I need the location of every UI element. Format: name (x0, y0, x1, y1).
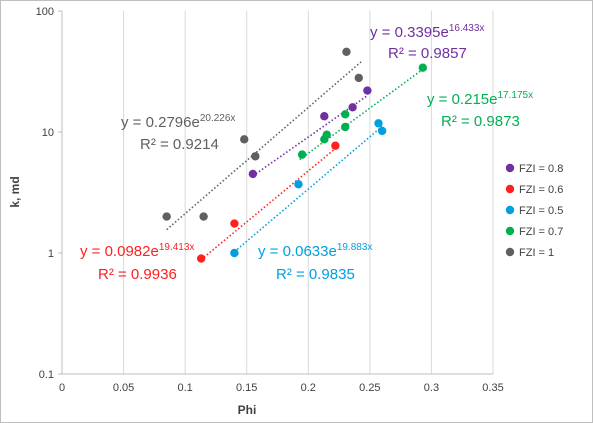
x-tick-label: 0.3 (424, 382, 439, 394)
x-tick-label: 0.1 (177, 382, 192, 394)
data-point (251, 152, 260, 161)
data-point (322, 130, 331, 139)
trend-equation: y = 0.0982e19.413x (80, 242, 194, 260)
trend-r-squared: R² = 0.9936 (98, 266, 177, 283)
x-axis-title: Phi (238, 403, 257, 417)
x-tick-label: 0.05 (113, 382, 134, 394)
legend-marker (505, 205, 515, 215)
x-tick-label: 0 (59, 382, 65, 394)
data-point (320, 112, 329, 121)
trend-equation: y = 0.3395e16.433x (370, 23, 484, 41)
y-tick-label: 10 (42, 127, 54, 139)
legend-label: FZI = 0.7 (519, 226, 563, 238)
y-tick-label: 1 (48, 248, 54, 260)
data-point (230, 248, 239, 258)
grid-layer (123, 11, 494, 374)
axis-layer: 0 0.05 0.1 0.15 0.2 0.25 0.3 0.35 0.1 1 10 100 (36, 6, 504, 394)
data-point (248, 169, 258, 179)
legend-marker (505, 226, 515, 236)
data-point (230, 219, 239, 228)
y-tick-label: 100 (36, 6, 54, 18)
data-point (374, 119, 383, 128)
trendline (252, 94, 368, 177)
x-tick-label: 0.15 (236, 382, 257, 394)
y-axis-title: k, md (8, 176, 22, 207)
y-tick-label: 0.1 (39, 369, 54, 381)
data-point (196, 254, 206, 263)
x-tick-label: 0.35 (482, 382, 503, 394)
trendline (299, 66, 426, 161)
legend-label: FZI = 0.6 (519, 184, 563, 196)
point-layer (162, 47, 428, 263)
legend: FZI = 0.8 FZI = 0.6 FZI = 0.5 FZI = 0.7 FZI … (505, 163, 563, 259)
trendline (200, 147, 336, 261)
legend-label: FZI = 1 (519, 247, 554, 259)
data-point (297, 150, 307, 159)
legend-label: FZI = 0.5 (519, 205, 563, 217)
legend-marker (505, 163, 515, 173)
data-point (240, 135, 249, 144)
data-point (341, 110, 350, 119)
trend-r-squared: R² = 0.9835 (276, 266, 355, 283)
trend-layer (166, 61, 426, 261)
trend-equation: y = 0.0633e19.883x (258, 242, 372, 260)
data-point (331, 141, 340, 150)
data-point (342, 47, 351, 57)
data-point (162, 212, 171, 221)
trend-equation: y = 0.215e17.175x (427, 90, 533, 108)
legend-label: FZI = 0.8 (519, 163, 563, 175)
trend-r-squared: R² = 0.9214 (140, 136, 219, 153)
data-point (377, 126, 387, 136)
data-point (354, 73, 363, 83)
trend-equation: y = 0.2796e20.226x (121, 113, 235, 131)
x-tick-label: 0.25 (359, 382, 380, 394)
trend-r-squared: R² = 0.9873 (441, 113, 520, 130)
x-tick-label: 0.2 (301, 382, 316, 394)
trend-r-squared: R² = 0.9857 (388, 45, 467, 62)
trendline (233, 125, 383, 253)
data-point (348, 103, 357, 112)
data-point (418, 63, 428, 72)
legend-marker (505, 247, 515, 257)
data-point (294, 180, 303, 189)
data-point (363, 86, 372, 95)
data-point (341, 122, 350, 132)
label-layer: y = 0.3395e16.433x R² = 0.9857 y = 0.0982e… (80, 23, 533, 283)
data-point (199, 212, 208, 221)
legend-marker (505, 184, 515, 194)
